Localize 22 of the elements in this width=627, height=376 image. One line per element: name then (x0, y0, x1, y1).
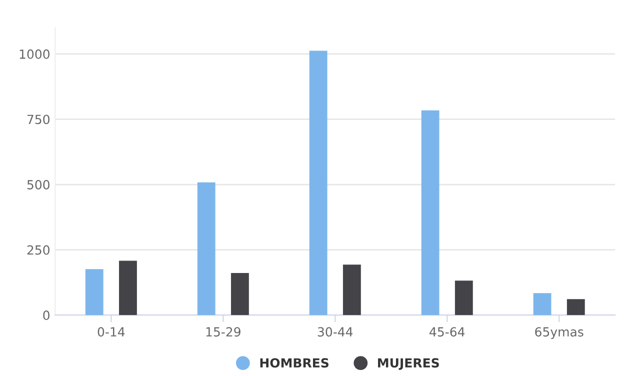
bar (230, 273, 249, 316)
x-tick-label: 45-64 (430, 327, 465, 337)
x-tick-label: 15-29 (206, 327, 240, 337)
y-tick-label: 250 (27, 245, 50, 255)
bar (533, 293, 552, 316)
legend-label: HOMBRES (260, 358, 328, 368)
legend-label: MUJERES (378, 358, 439, 370)
y-tick-label: 1000 (20, 49, 50, 59)
bar (197, 182, 216, 316)
bar (309, 50, 328, 316)
bar (454, 280, 473, 316)
x-tick-label: 65ymas (535, 327, 584, 339)
bar (119, 260, 137, 316)
bar (421, 110, 440, 316)
y-tick-label: 0 (43, 310, 50, 320)
x-tick-label: 30-44 (318, 327, 353, 337)
y-tick-label: 750 (27, 114, 50, 124)
bar (342, 264, 361, 316)
y-tick-label: 500 (27, 180, 50, 190)
bar (85, 269, 104, 316)
x-tick-label: 0-14 (98, 327, 125, 337)
bar (566, 299, 585, 316)
